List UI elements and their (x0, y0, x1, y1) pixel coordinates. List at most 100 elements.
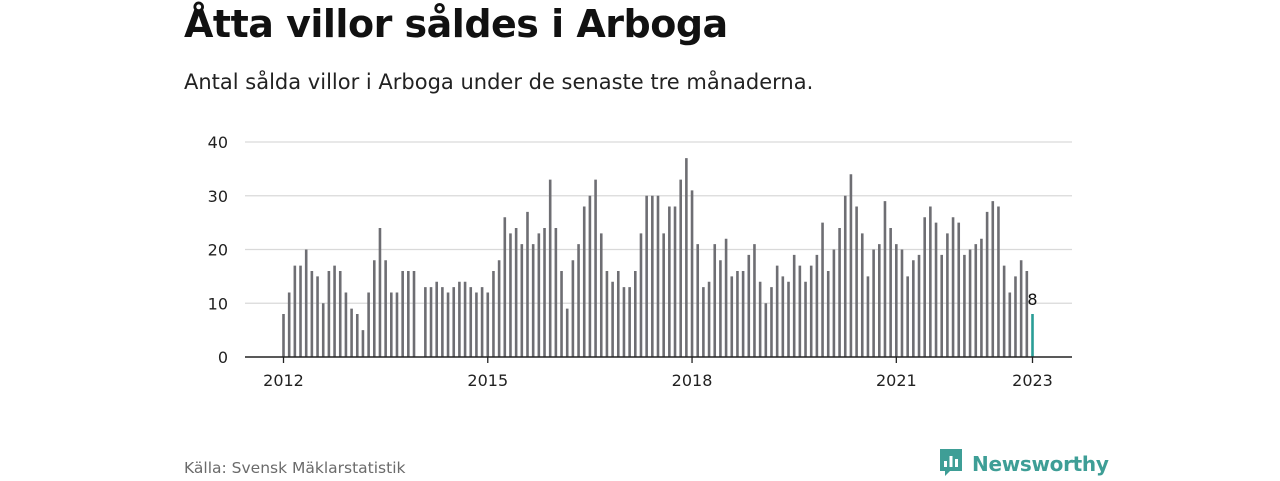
bar (963, 254, 966, 358)
bar (787, 281, 790, 357)
bar (571, 260, 575, 357)
chart-title: Åtta villor såldes i Arboga (184, 2, 728, 46)
bar (821, 222, 824, 358)
bar (815, 254, 819, 358)
bar (622, 287, 626, 358)
bar (497, 260, 501, 357)
bar (316, 276, 319, 358)
bar (1008, 292, 1012, 357)
bar (412, 271, 416, 357)
last-value-label: 8 (1027, 290, 1037, 309)
bar (724, 238, 728, 357)
bar (333, 265, 336, 358)
highlight-bar (1031, 314, 1034, 357)
bar (696, 244, 700, 358)
bar (895, 244, 898, 358)
bar (889, 228, 892, 357)
x-tick-label: 2015 (467, 371, 508, 390)
bar (355, 314, 359, 357)
bar (446, 292, 450, 357)
bar (599, 233, 603, 358)
bar (702, 287, 705, 358)
axes: 0 10 20 30 40 2012 2015 2018 2021 2023 (208, 133, 1072, 390)
bar (395, 292, 399, 357)
bar (287, 292, 291, 357)
bar (452, 287, 456, 358)
bar (293, 265, 297, 358)
bar (310, 271, 314, 357)
bar (560, 271, 563, 357)
x-tick-label: 2021 (876, 371, 917, 390)
bar (798, 265, 802, 358)
bar (900, 249, 904, 357)
bar (997, 206, 1000, 357)
bar (469, 287, 473, 358)
bar (367, 292, 370, 357)
x-tick-label: 2012 (263, 371, 304, 390)
bar (707, 281, 711, 357)
bar (656, 195, 660, 357)
bar (968, 249, 972, 357)
bar (401, 271, 404, 357)
bar (679, 179, 682, 358)
bar (736, 271, 739, 357)
bar (1014, 276, 1017, 358)
bar (514, 228, 518, 357)
bar (673, 206, 677, 357)
bar (616, 271, 620, 357)
y-tick-label: 40 (208, 133, 228, 152)
bar (407, 271, 410, 357)
x-tick-label: 2023 (1012, 371, 1053, 390)
bar (321, 303, 325, 357)
bar (946, 233, 949, 358)
bar (503, 217, 507, 357)
source-note: Källa: Svensk Mäklarstatistik (184, 459, 406, 477)
bar (917, 254, 921, 358)
bar (775, 265, 779, 358)
bars (282, 158, 1034, 358)
bar (475, 292, 478, 357)
bar (690, 190, 694, 358)
bar (974, 244, 978, 358)
bar (860, 233, 864, 358)
bar (980, 238, 983, 357)
bar (753, 244, 756, 358)
bar (923, 217, 926, 357)
bar (344, 292, 348, 357)
x-tick-label: 2018 (672, 371, 713, 390)
bar (605, 271, 609, 357)
y-tick-label: 30 (208, 187, 228, 206)
brand-name: Newsworthy (972, 452, 1109, 476)
bar (934, 222, 938, 358)
bar (804, 281, 807, 357)
bar (299, 265, 302, 358)
bar (730, 276, 734, 358)
brand-logo[interactable]: Newsworthy (938, 449, 1109, 479)
bar (662, 233, 665, 358)
bar (304, 249, 308, 357)
bar (486, 292, 490, 357)
bar (537, 233, 541, 358)
bar (588, 195, 592, 357)
bar (520, 244, 524, 358)
bar (758, 281, 762, 357)
bar (429, 287, 433, 358)
bar (792, 254, 796, 358)
bar (338, 271, 342, 357)
y-tick-label: 0 (218, 348, 228, 367)
bar (350, 308, 353, 358)
bar (713, 244, 717, 358)
bar (372, 260, 376, 357)
bar (361, 330, 365, 358)
bar (390, 292, 393, 357)
bar (883, 201, 887, 358)
bar (940, 254, 944, 358)
bar (957, 222, 961, 358)
bar-chart-badge-icon (938, 447, 964, 481)
bar (480, 287, 484, 358)
bar (809, 265, 813, 358)
bar (1025, 271, 1029, 357)
bar (866, 276, 870, 358)
bar (435, 281, 438, 357)
bar (582, 206, 586, 357)
